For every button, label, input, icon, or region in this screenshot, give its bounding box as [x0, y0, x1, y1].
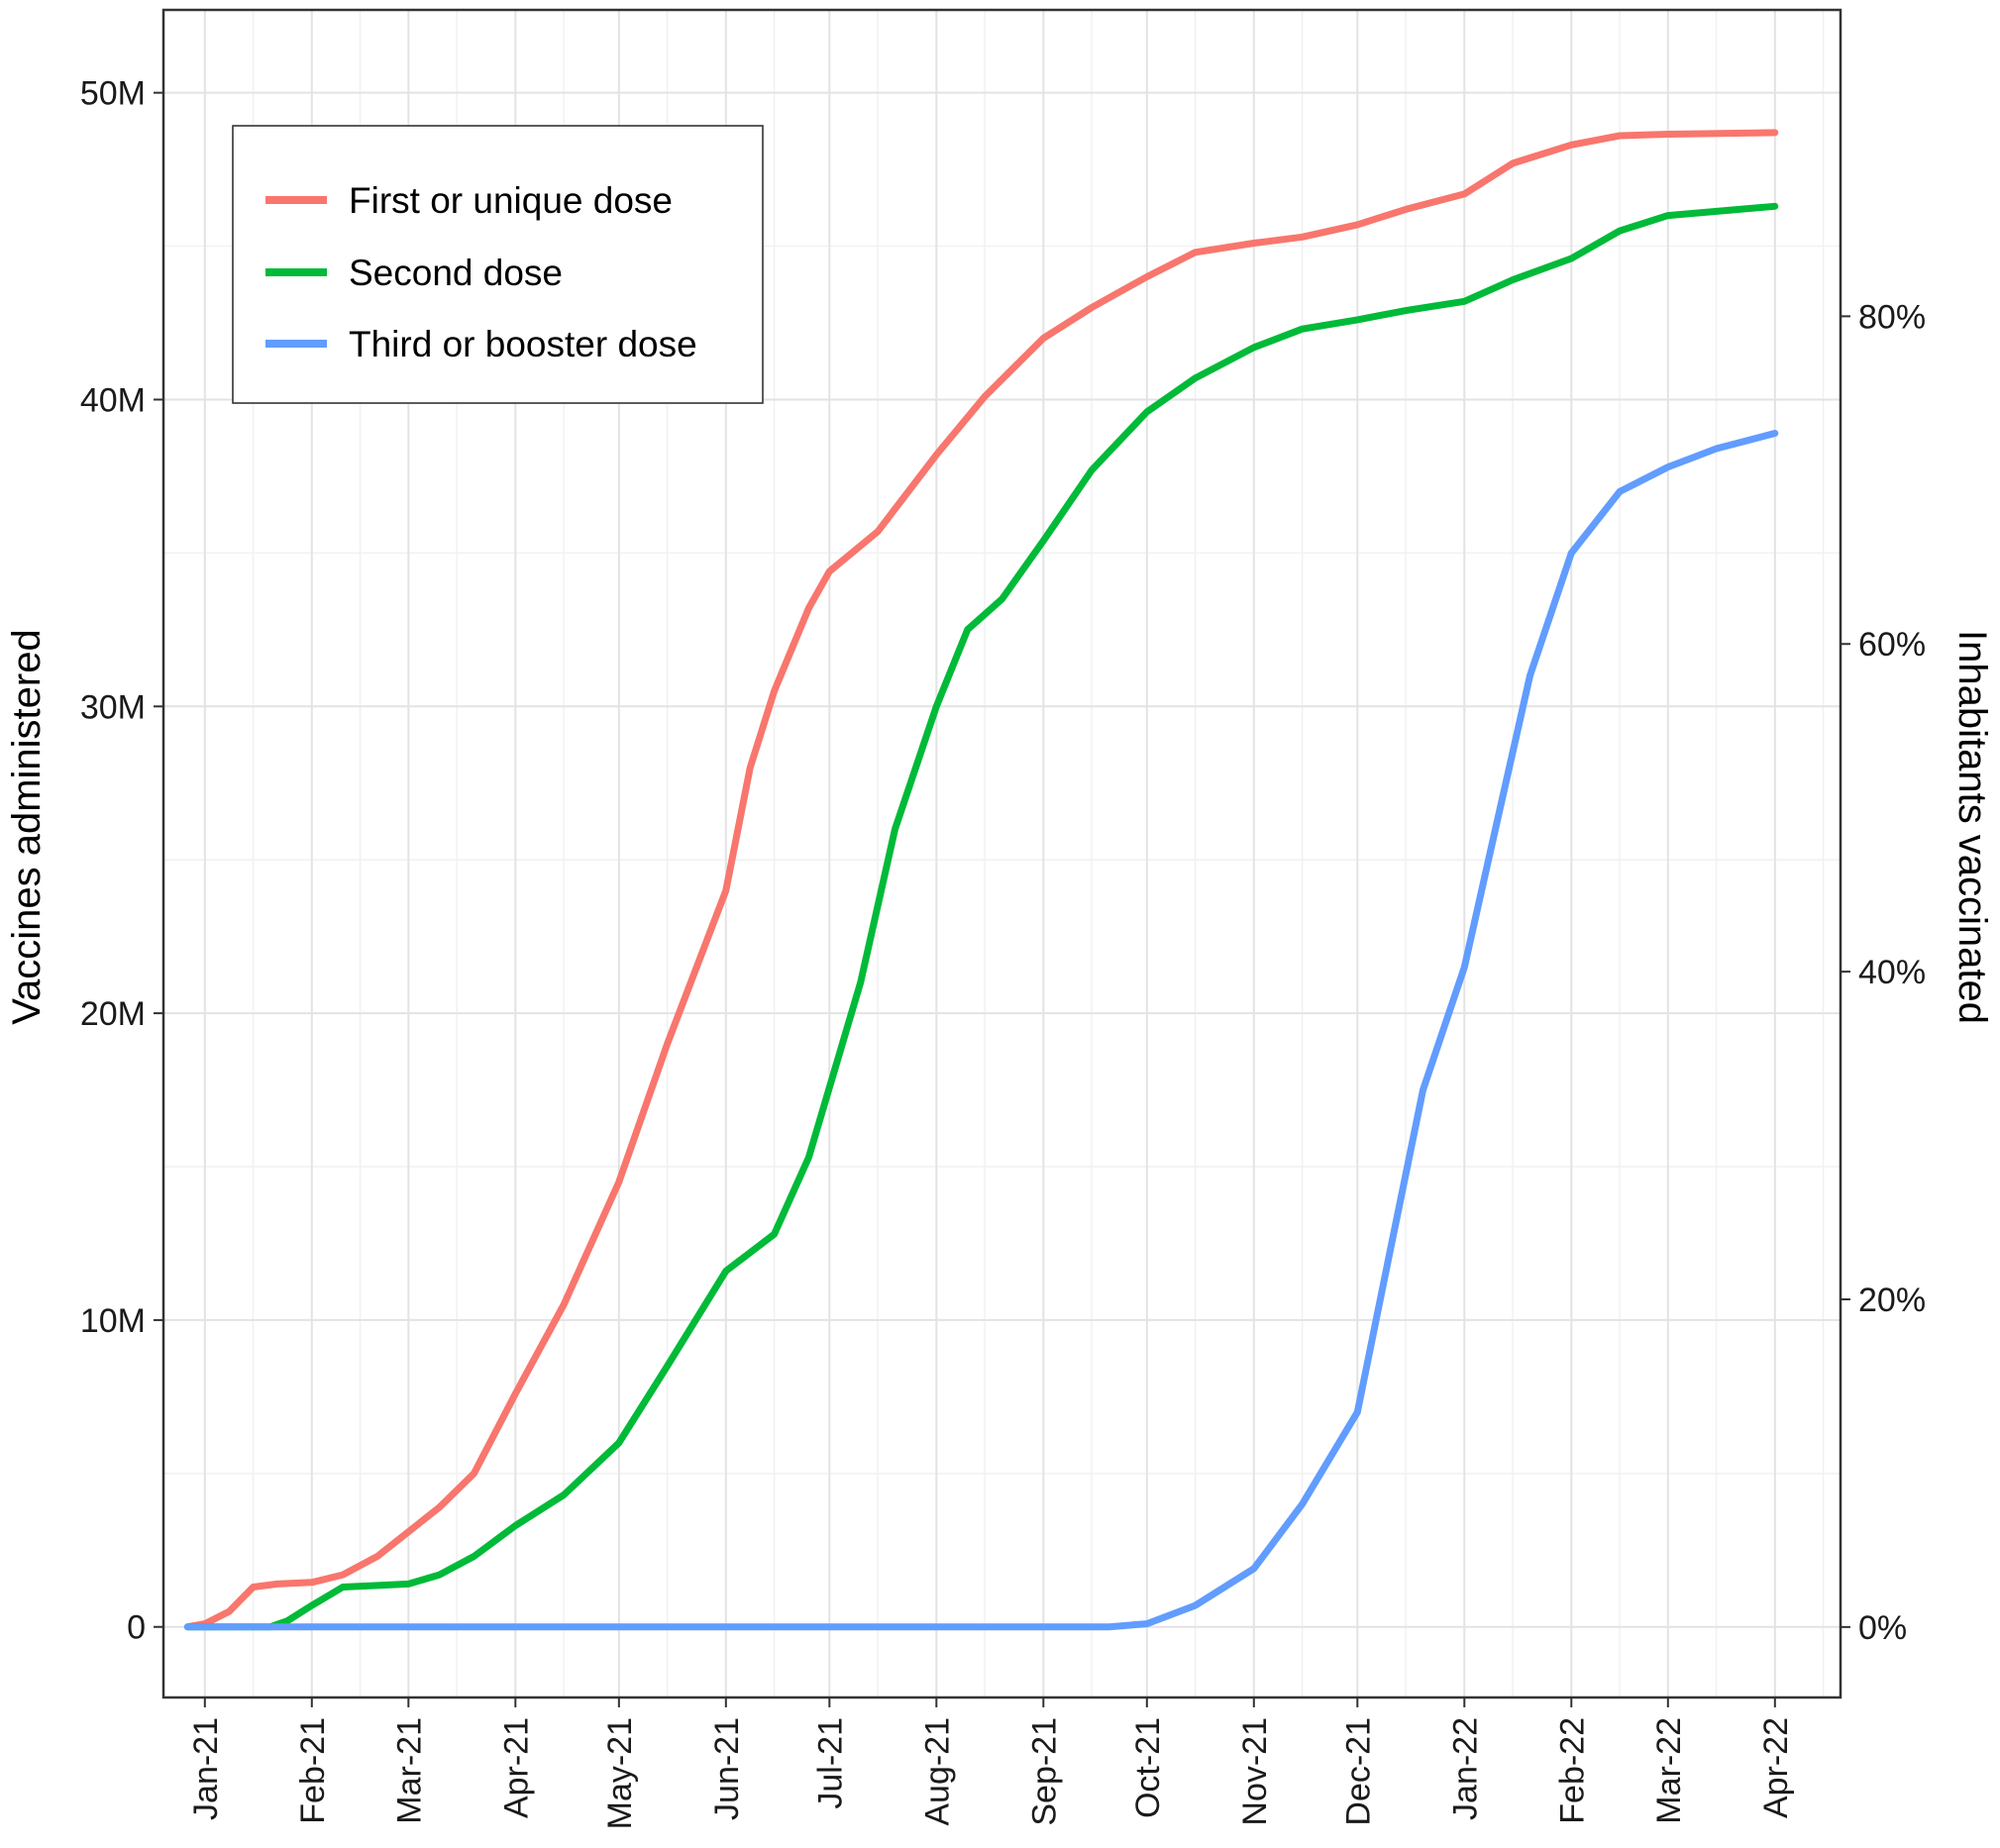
- legend-label-second-dose: Second dose: [349, 253, 563, 293]
- x-tick-label: Jul-21: [811, 1717, 849, 1809]
- legend: First or unique dose Second dose Third o…: [232, 125, 764, 404]
- x-tick-label: Aug-21: [918, 1717, 956, 1826]
- x-tick-label: Feb-22: [1553, 1717, 1591, 1824]
- x-tick-label: Sep-21: [1025, 1717, 1063, 1826]
- x-tick-label: Dec-21: [1339, 1717, 1377, 1826]
- x-tick-label: Jan-22: [1446, 1717, 1484, 1820]
- x-tick-label: Jun-21: [708, 1717, 746, 1820]
- x-tick-label: Oct-21: [1129, 1717, 1167, 1818]
- y-tick-label: 0: [127, 1609, 146, 1647]
- y-tick-label: 20M: [80, 995, 146, 1033]
- x-tick-label: Nov-21: [1236, 1717, 1274, 1826]
- y-tick-label: 40M: [80, 381, 146, 419]
- x-tick-label: Apr-21: [497, 1717, 535, 1818]
- y2-tick-label: 20%: [1858, 1282, 1926, 1319]
- series-line-2: [183, 202, 1779, 1631]
- series-line-1: [183, 129, 1779, 1631]
- legend-label-first-dose: First or unique dose: [349, 180, 673, 221]
- panel-border: [161, 8, 1842, 1699]
- y2-axis-title: Inhabitants vaccinated: [1950, 630, 1994, 1024]
- y-tick-label: 50M: [80, 75, 146, 113]
- x-tick-label: Mar-22: [1650, 1717, 1688, 1824]
- x-tick-label: May-21: [601, 1717, 639, 1829]
- x-tick-label: Feb-21: [294, 1717, 332, 1824]
- x-tick-label: Jan-21: [187, 1717, 225, 1820]
- legend-box: [232, 125, 764, 404]
- x-tick-label: Mar-21: [390, 1717, 428, 1824]
- y-axis-title: Vaccines administered: [5, 629, 49, 1024]
- y2-tick-label: 80%: [1858, 298, 1926, 336]
- legend-label-third-dose: Third or booster dose: [349, 324, 697, 364]
- y-tick-label: 30M: [80, 688, 146, 726]
- series-layer: [183, 129, 1779, 1631]
- series-line-3: [183, 430, 1779, 1631]
- y2-tick-label: 40%: [1858, 954, 1926, 991]
- axes: 0 10M 20M 30M 40M 50M 0% 20% 40% 60% 80% Jan-21 Feb-…: [80, 75, 1926, 1830]
- x-tick-label: Apr-22: [1757, 1717, 1795, 1818]
- y2-tick-label: 60%: [1858, 626, 1926, 664]
- y2-tick-label: 0%: [1858, 1609, 1907, 1647]
- y-tick-label: 10M: [80, 1302, 146, 1340]
